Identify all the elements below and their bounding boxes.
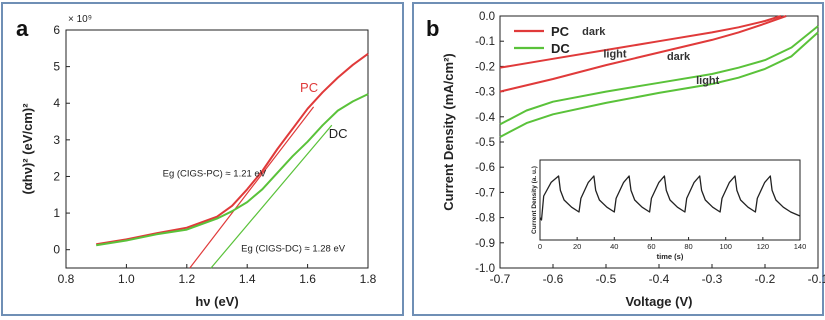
inset-x-tick-label: 140 [794, 242, 807, 251]
series-label: PC [300, 80, 318, 95]
inset-x-axis-label: time (s) [657, 252, 684, 261]
x-tick-label: 1.4 [239, 272, 256, 286]
y-tick-label: 3 [53, 133, 60, 147]
x-tick-label: -0.6 [543, 272, 564, 286]
panel-b-frame [412, 2, 824, 316]
y-tick-label: -0.9 [475, 238, 495, 250]
panel-b-letter: b [426, 16, 439, 41]
x-tick-label: 1.8 [360, 272, 377, 286]
series-line-pc [96, 52, 369, 246]
x-tick-label: 1.0 [118, 272, 135, 286]
y-axis-label: (αhν)² (eV/cm)² [20, 103, 35, 195]
y-tick-label: -0.1 [475, 36, 495, 48]
x-tick-label: -0.7 [490, 272, 511, 286]
y-tick-label: 0 [53, 243, 60, 257]
series-line-dc-dark [499, 25, 819, 126]
y-tick-label: -0.3 [475, 87, 495, 99]
series-line-dc-light [499, 31, 819, 138]
curve-annotation: dark [667, 51, 691, 63]
extrapolation-line [210, 124, 333, 269]
panel-a-chart: 0.8 1.0 1.2 1.4 1.6 1.8 0 1 2 3 4 5 6 × 10⁹ hν (eV) (αh… [20, 14, 377, 309]
y-tick-label: 2 [53, 169, 60, 183]
series-label: DC [329, 126, 348, 141]
x-tick-label: -0.3 [702, 272, 723, 286]
y-tick-label: -0.2 [475, 61, 495, 73]
inset-x-tick-label: 0 [538, 242, 542, 251]
y-tick-label: -0.8 [475, 213, 495, 225]
curve-annotation: dark [582, 26, 606, 38]
axes-frame [65, 29, 369, 269]
inset-x-tick-label: 20 [573, 242, 581, 251]
extrapolation-line [189, 106, 315, 269]
inset-x-tick-label: 40 [610, 242, 618, 251]
panel-b-chart: -0.7 -0.6 -0.5 -0.4 -0.3 -0.2 -0.1 0.0 -0.1 -0.2 -… [441, 11, 825, 309]
legend-label: PC [551, 24, 570, 39]
x-axis-label: hν (eV) [195, 294, 238, 309]
inset-x-tick-label: 100 [719, 242, 732, 251]
y-tick-label: -0.5 [475, 137, 495, 149]
x-tick-label: 0.8 [58, 272, 75, 286]
x-axis-label: Voltage (V) [626, 294, 693, 309]
inset-x-tick-label: 60 [647, 242, 655, 251]
x-tick-label: -0.2 [755, 272, 776, 286]
panel-a-frame [1, 2, 404, 316]
inset-transient-line [539, 175, 801, 221]
x-tick-label: -0.5 [596, 272, 617, 286]
curve-annotation: light [603, 49, 627, 61]
inset-x-tick-label: 80 [684, 242, 692, 251]
series-line-pc-light [499, 15, 787, 93]
x-tick-label: 1.2 [178, 272, 195, 286]
y-tick-label: -0.4 [475, 112, 495, 124]
y-tick-label: 1 [53, 206, 60, 220]
x-tick-label: -0.1 [808, 272, 825, 286]
y-tick-label: 4 [53, 96, 60, 110]
inset-y-axis-label: Current Density (a. u.) [531, 166, 538, 234]
x-tick-label: 1.6 [299, 272, 316, 286]
panel-a-letter: a [16, 16, 29, 41]
y-tick-label: 6 [53, 23, 60, 37]
legend-label: DC [551, 41, 570, 56]
y-tick-label: 0.0 [479, 11, 495, 23]
y-tick-label: -0.6 [475, 162, 495, 174]
x-tick-label: -0.4 [649, 272, 670, 286]
bandgap-annotation: Eg (CIGS-PC) ≈ 1.21 eV [163, 168, 267, 179]
y-tick-label: 5 [53, 60, 60, 74]
inset-x-tick-label: 120 [757, 242, 770, 251]
series-line-pc-dark [499, 15, 782, 69]
y-tick-label: -1.0 [475, 263, 495, 275]
bandgap-annotation: Eg (CIGS-DC) ≈ 1.28 eV [241, 244, 346, 255]
curve-annotation: light [696, 75, 720, 87]
y-axis-label: Current Density (mA/cm²) [441, 53, 456, 210]
series-line-dc [96, 93, 369, 247]
y-tick-label: -0.7 [475, 187, 495, 199]
axis-multiplier: × 10⁹ [68, 14, 92, 25]
